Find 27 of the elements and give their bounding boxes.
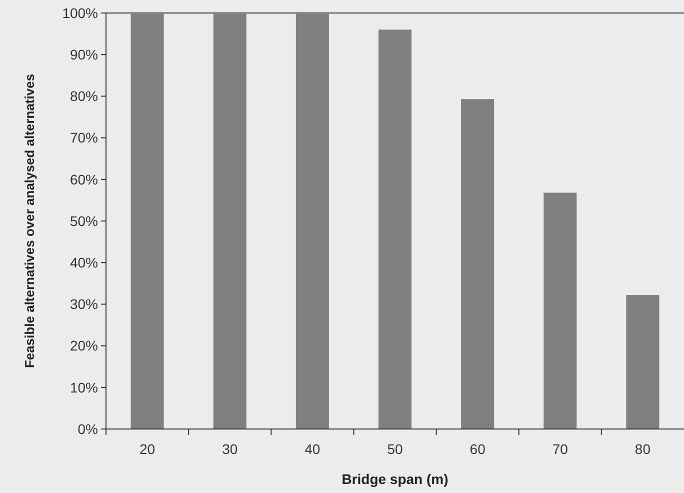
x-tick-label: 50 — [387, 441, 403, 457]
x-tick-label: 40 — [304, 441, 320, 457]
bar — [544, 192, 577, 429]
bar — [296, 13, 329, 429]
y-tick-label: 40% — [70, 254, 98, 270]
bar — [378, 30, 412, 429]
y-tick-label: 50% — [70, 212, 98, 229]
bar — [130, 13, 164, 429]
y-tick-label: 20% — [70, 338, 98, 354]
x-tick-label: 80 — [634, 441, 651, 457]
x-tick-label: 60 — [470, 441, 486, 457]
y-tick-label: 100% — [62, 4, 98, 21]
y-tick-label: 90% — [70, 46, 98, 62]
x-tick-label: 70 — [552, 441, 568, 457]
y-tick-label: 70% — [70, 130, 98, 146]
bar — [213, 13, 246, 429]
x-tick-label: 30 — [222, 441, 238, 457]
y-tick-label: 30% — [70, 296, 98, 312]
y-tick-label: 0% — [78, 420, 98, 437]
y-axis-title: Feasible alternatives over analysed alternatives — [22, 74, 37, 368]
y-tick-label: 60% — [70, 171, 98, 188]
x-axis-title: Bridge span (m) — [342, 471, 448, 487]
bar — [461, 99, 494, 429]
y-tick-label: 80% — [70, 88, 98, 104]
y-tick-label: 10% — [70, 379, 98, 396]
bar — [626, 295, 660, 429]
x-tick-label: 20 — [139, 441, 156, 457]
